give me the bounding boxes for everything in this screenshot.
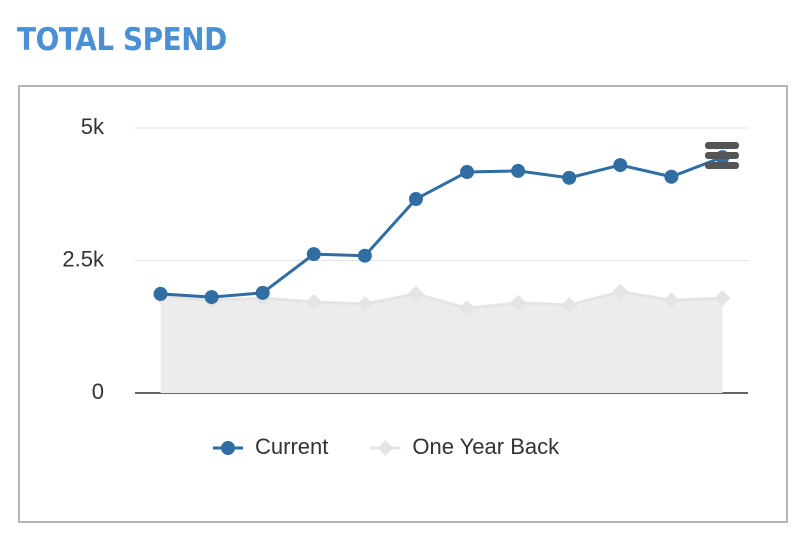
- point: [459, 300, 476, 317]
- point: [204, 290, 219, 305]
- point: [356, 295, 373, 312]
- menu-button[interactable]: [705, 142, 739, 169]
- legend-marker: [221, 441, 235, 455]
- legend-label: One Year Back: [412, 434, 560, 459]
- legend-marker: [377, 440, 394, 456]
- point: [357, 248, 372, 263]
- point: [561, 297, 578, 314]
- point: [510, 294, 527, 311]
- point: [408, 192, 423, 207]
- point: [663, 292, 680, 309]
- point: [460, 164, 475, 179]
- y-tick-label: 5k: [81, 114, 105, 139]
- point: [562, 170, 577, 185]
- point: [714, 290, 731, 307]
- line: [160, 290, 723, 310]
- page-title: TOTAL SPEND: [17, 22, 227, 58]
- point: [511, 163, 526, 178]
- point: [305, 293, 322, 310]
- menu-bar: [705, 142, 739, 149]
- area: [160, 291, 723, 393]
- point: [613, 158, 628, 173]
- y-tick-label: 0: [92, 379, 104, 404]
- point: [664, 169, 679, 184]
- point: [612, 283, 629, 300]
- y-tick-label: 2.5k: [62, 246, 105, 271]
- menu-bar: [705, 162, 739, 169]
- menu-bar: [705, 152, 739, 159]
- point: [153, 286, 168, 301]
- point: [255, 285, 270, 300]
- point: [407, 285, 424, 302]
- chart-panel: [18, 85, 788, 523]
- line: [160, 155, 723, 299]
- legend-label: Current: [255, 434, 328, 459]
- point: [306, 247, 321, 262]
